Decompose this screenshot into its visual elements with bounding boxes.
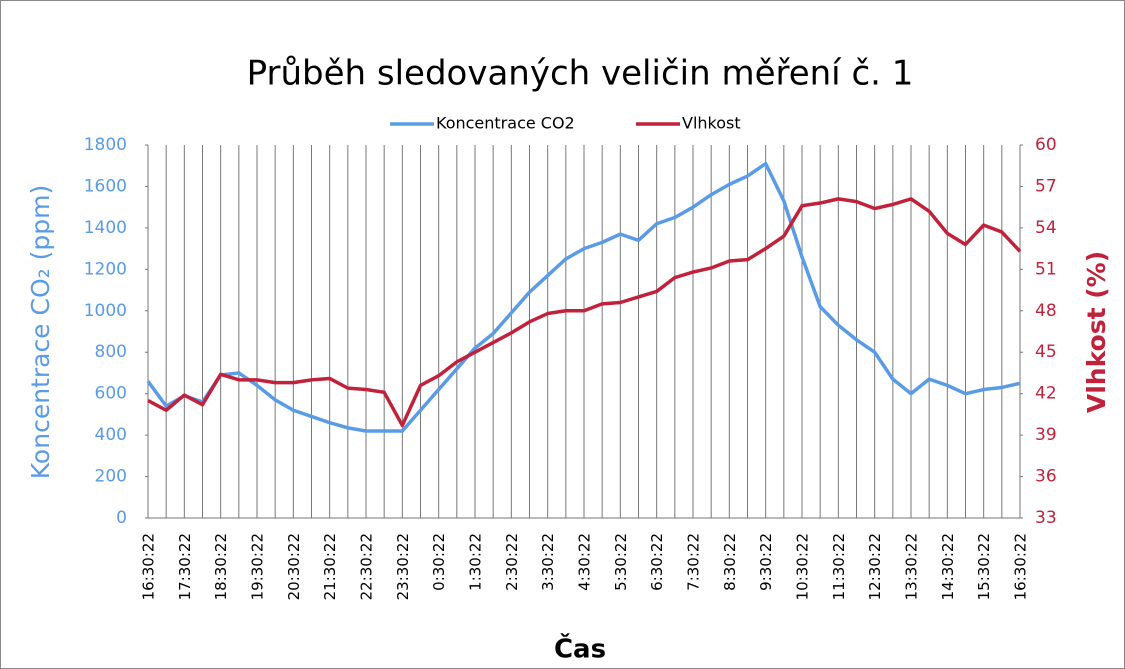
x-axis-title: Čas <box>554 633 606 665</box>
series-line <box>146 161 1021 433</box>
x-tick-label: 7:30:22 <box>685 533 703 591</box>
x-tick-label: 4:30:22 <box>576 533 594 591</box>
x-tick-label: 13:30:22 <box>903 533 921 600</box>
x-tick-label: 6:30:22 <box>648 533 666 591</box>
y2-tick-label: 57 <box>1035 176 1057 196</box>
y2-tick-label: 45 <box>1035 342 1057 362</box>
x-tick-label: 3:30:22 <box>539 533 557 591</box>
x-tick-label: 2:30:22 <box>503 533 521 591</box>
x-tick-label: 16:30:22 <box>1012 533 1030 600</box>
x-tick-label: 18:30:22 <box>212 533 230 600</box>
x-tick-label: 20:30:22 <box>285 533 303 600</box>
chart-title: Průběh sledovaných veličin měření č. 1 <box>247 54 914 94</box>
x-tick-label: 5:30:22 <box>612 533 630 591</box>
x-tick-label: 12:30:22 <box>866 533 884 600</box>
x-tick-label: 21:30:22 <box>321 533 339 600</box>
x-tick-label: 10:30:22 <box>794 533 812 600</box>
y-tick-label: 400 <box>95 425 127 445</box>
x-tick-label: 11:30:22 <box>830 533 848 600</box>
y-tick-label: 0 <box>116 508 127 528</box>
y-axis-title: Koncentrace CO₂ (ppm) <box>26 185 55 479</box>
x-tick-label: 22:30:22 <box>358 533 376 600</box>
y2-tick-label: 36 <box>1035 467 1057 487</box>
y2-tick-label: 48 <box>1035 301 1057 321</box>
x-tick-label: 15:30:22 <box>975 533 993 600</box>
y2-tick-label: 33 <box>1035 508 1057 528</box>
x-tick-label: 1:30:22 <box>467 533 485 591</box>
y-tick-label: 1000 <box>84 301 127 321</box>
y-tick-label: 1200 <box>84 259 127 279</box>
x-tick-label: 0:30:22 <box>430 533 448 591</box>
x-tick-label: 14:30:22 <box>939 533 957 600</box>
y2-axis-title: Vlhkost (%) <box>1082 251 1111 413</box>
y-tick-label: 1800 <box>84 135 127 155</box>
y-tick-label: 1400 <box>84 218 127 238</box>
y2-tick-label: 39 <box>1035 425 1057 445</box>
y-tick-label: 600 <box>95 384 127 404</box>
y-tick-label: 1600 <box>84 176 127 196</box>
x-tick-label: 9:30:22 <box>757 533 775 591</box>
y-tick-label: 800 <box>95 342 127 362</box>
x-tick-label: 16:30:22 <box>140 533 158 600</box>
y2-tick-label: 42 <box>1035 384 1057 404</box>
y2-tick-label: 51 <box>1035 259 1057 279</box>
x-tick-label: 8:30:22 <box>721 533 739 591</box>
x-tick-label: 19:30:22 <box>249 533 267 600</box>
legend-label: Vlhkost <box>682 114 741 133</box>
x-tick-label: 23:30:22 <box>394 533 412 600</box>
x-tick-label: 17:30:22 <box>176 533 194 600</box>
y2-tick-label: 54 <box>1035 218 1057 238</box>
y2-tick-label: 60 <box>1035 135 1057 155</box>
y-tick-label: 200 <box>95 467 127 487</box>
legend-label: Koncentrace CO2 <box>436 114 575 133</box>
series-line <box>147 197 1022 428</box>
